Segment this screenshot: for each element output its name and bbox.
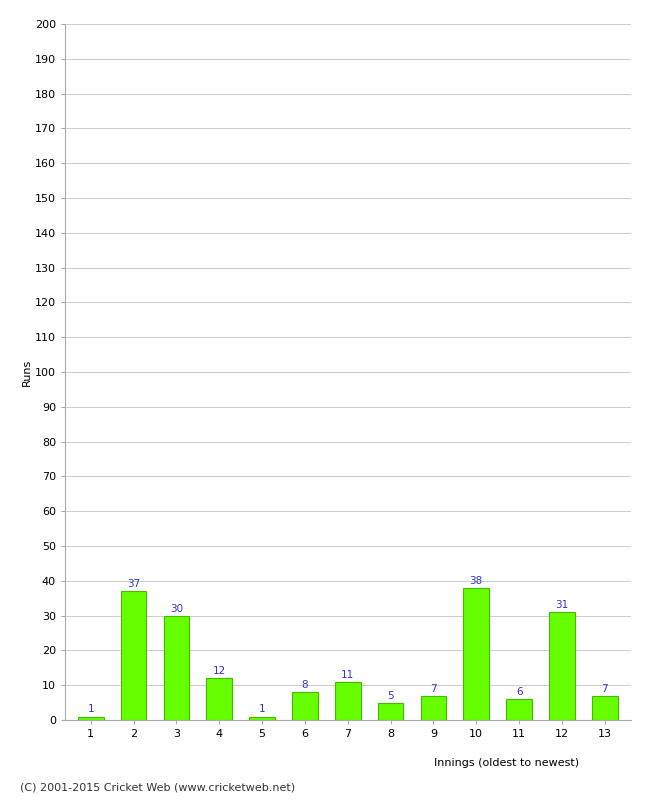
Bar [121,591,146,720]
Text: 38: 38 [470,576,483,586]
Text: 30: 30 [170,603,183,614]
Bar [592,696,617,720]
Bar [421,696,447,720]
Bar [207,678,232,720]
Text: 1: 1 [259,705,265,714]
Text: 7: 7 [430,683,437,694]
Bar [506,699,532,720]
X-axis label: Innings (oldest to newest): Innings (oldest to newest) [434,758,578,768]
Bar [378,702,404,720]
Text: 6: 6 [516,687,523,697]
Text: 1: 1 [87,705,94,714]
Bar [164,616,189,720]
Bar [549,612,575,720]
Text: 7: 7 [601,683,608,694]
Text: 12: 12 [213,666,226,676]
Y-axis label: Runs: Runs [22,358,32,386]
Bar [335,682,361,720]
Text: 5: 5 [387,690,394,701]
Text: 11: 11 [341,670,354,680]
Text: 8: 8 [302,680,308,690]
Bar [292,692,318,720]
Text: 31: 31 [555,600,569,610]
Text: (C) 2001-2015 Cricket Web (www.cricketweb.net): (C) 2001-2015 Cricket Web (www.cricketwe… [20,782,294,792]
Bar [463,588,489,720]
Bar [249,717,275,720]
Text: 37: 37 [127,579,140,589]
Bar [78,717,103,720]
